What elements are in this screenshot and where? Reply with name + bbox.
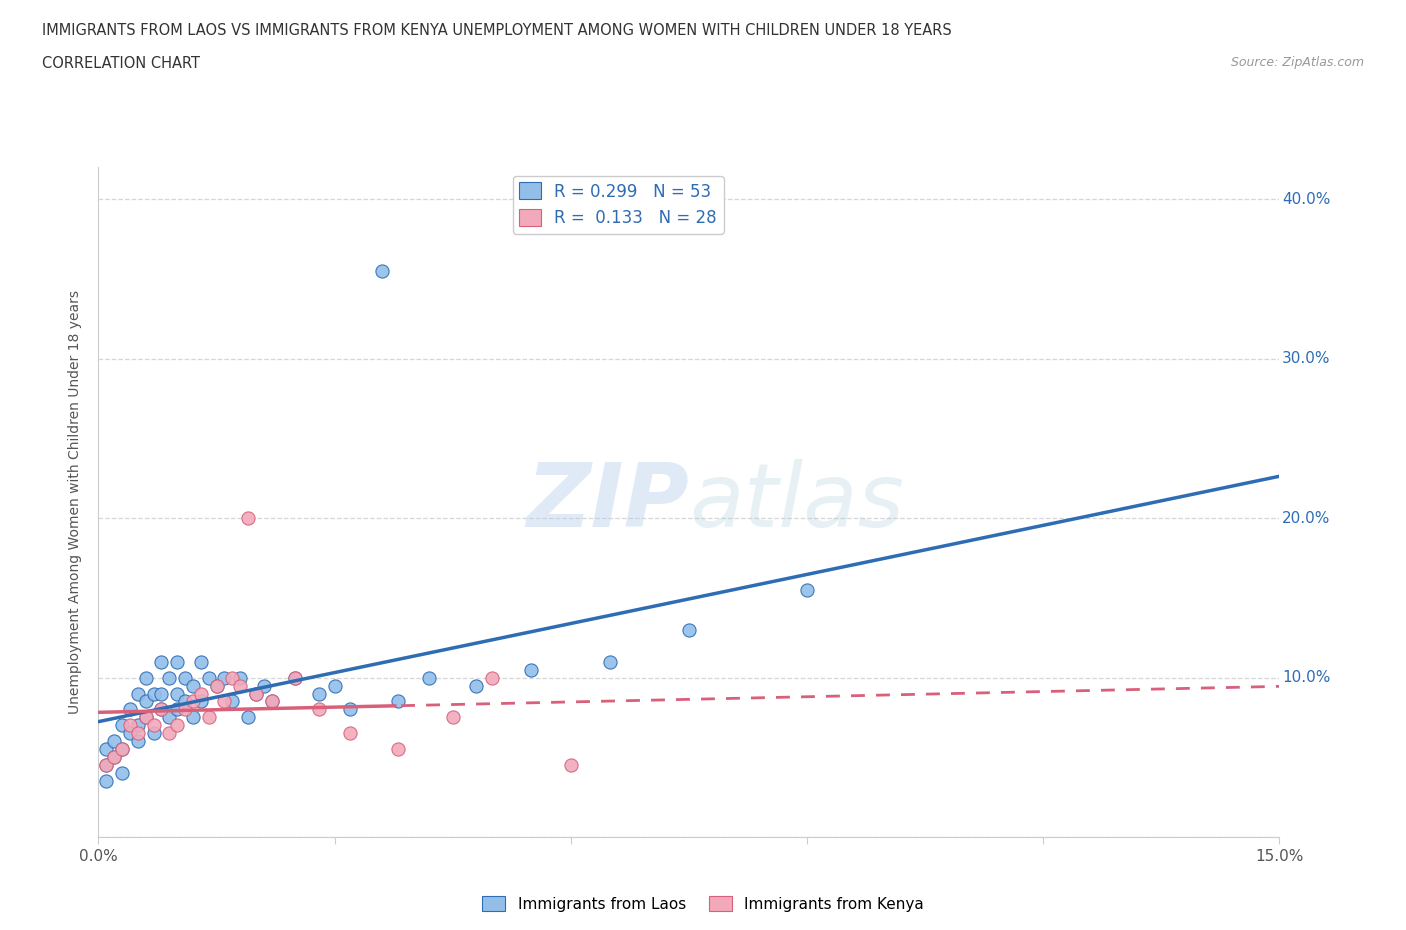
Point <box>520 662 543 677</box>
Point <box>111 765 134 780</box>
Point <box>142 726 165 741</box>
Point <box>150 654 173 669</box>
Point <box>181 678 204 693</box>
Text: 10.0%: 10.0% <box>1282 671 1330 685</box>
Point <box>387 742 409 757</box>
Point <box>118 718 141 733</box>
Point <box>229 678 252 693</box>
Legend: R = 0.299   N = 53, R =  0.133   N = 28: R = 0.299 N = 53, R = 0.133 N = 28 <box>513 176 724 233</box>
Point <box>118 726 141 741</box>
Text: 30.0%: 30.0% <box>1282 352 1330 366</box>
Y-axis label: Unemployment Among Women with Children Under 18 years: Unemployment Among Women with Children U… <box>69 290 83 714</box>
Point <box>253 678 276 693</box>
Point <box>174 702 197 717</box>
Point <box>127 734 149 749</box>
Point <box>245 686 267 701</box>
Point <box>135 710 157 724</box>
Point <box>150 702 173 717</box>
Point <box>465 678 488 693</box>
Point <box>142 718 165 733</box>
Point <box>214 694 236 709</box>
Point <box>96 758 118 773</box>
Point <box>127 726 149 741</box>
Point <box>323 678 346 693</box>
Point <box>599 654 621 669</box>
Point <box>166 654 188 669</box>
Point <box>96 758 118 773</box>
Point <box>214 671 236 685</box>
Point <box>260 694 283 709</box>
Text: ZIP: ZIP <box>526 458 689 546</box>
Point <box>481 671 503 685</box>
Point <box>142 686 165 701</box>
Point <box>181 694 204 709</box>
Point <box>135 694 157 709</box>
Point <box>135 710 157 724</box>
Point <box>111 742 134 757</box>
Point <box>284 671 307 685</box>
Point <box>205 678 228 693</box>
Text: CORRELATION CHART: CORRELATION CHART <box>42 56 200 71</box>
Point <box>221 671 243 685</box>
Point <box>796 582 818 597</box>
Point <box>190 686 212 701</box>
Point <box>96 742 118 757</box>
Point <box>157 726 180 741</box>
Point <box>103 734 125 749</box>
Point <box>560 758 582 773</box>
Point <box>118 702 141 717</box>
Text: 40.0%: 40.0% <box>1282 192 1330 206</box>
Point <box>197 671 219 685</box>
Point <box>229 671 252 685</box>
Point <box>166 718 188 733</box>
Point <box>197 710 219 724</box>
Point <box>166 702 188 717</box>
Point <box>205 678 228 693</box>
Point <box>127 718 149 733</box>
Point <box>157 710 180 724</box>
Point <box>111 742 134 757</box>
Point <box>150 686 173 701</box>
Point <box>236 511 259 525</box>
Point <box>166 686 188 701</box>
Point <box>103 750 125 764</box>
Point <box>127 686 149 701</box>
Point <box>441 710 464 724</box>
Text: IMMIGRANTS FROM LAOS VS IMMIGRANTS FROM KENYA UNEMPLOYMENT AMONG WOMEN WITH CHIL: IMMIGRANTS FROM LAOS VS IMMIGRANTS FROM … <box>42 23 952 38</box>
Text: 20.0%: 20.0% <box>1282 511 1330 525</box>
Point <box>371 263 394 278</box>
Point <box>245 686 267 701</box>
Point <box>260 694 283 709</box>
Legend: Immigrants from Laos, Immigrants from Kenya: Immigrants from Laos, Immigrants from Ke… <box>477 889 929 918</box>
Point <box>103 750 125 764</box>
Point <box>308 686 330 701</box>
Point <box>181 710 204 724</box>
Point <box>387 694 409 709</box>
Point <box>150 702 173 717</box>
Point <box>190 694 212 709</box>
Point <box>308 702 330 717</box>
Point <box>339 726 361 741</box>
Point <box>221 694 243 709</box>
Point <box>174 694 197 709</box>
Point <box>339 702 361 717</box>
Point <box>96 774 118 789</box>
Point <box>190 654 212 669</box>
Point <box>236 710 259 724</box>
Point <box>157 671 180 685</box>
Point <box>284 671 307 685</box>
Point <box>678 622 700 637</box>
Point <box>135 671 157 685</box>
Text: atlas: atlas <box>689 459 904 545</box>
Text: Source: ZipAtlas.com: Source: ZipAtlas.com <box>1230 56 1364 69</box>
Point <box>174 671 197 685</box>
Point <box>111 718 134 733</box>
Point <box>418 671 440 685</box>
